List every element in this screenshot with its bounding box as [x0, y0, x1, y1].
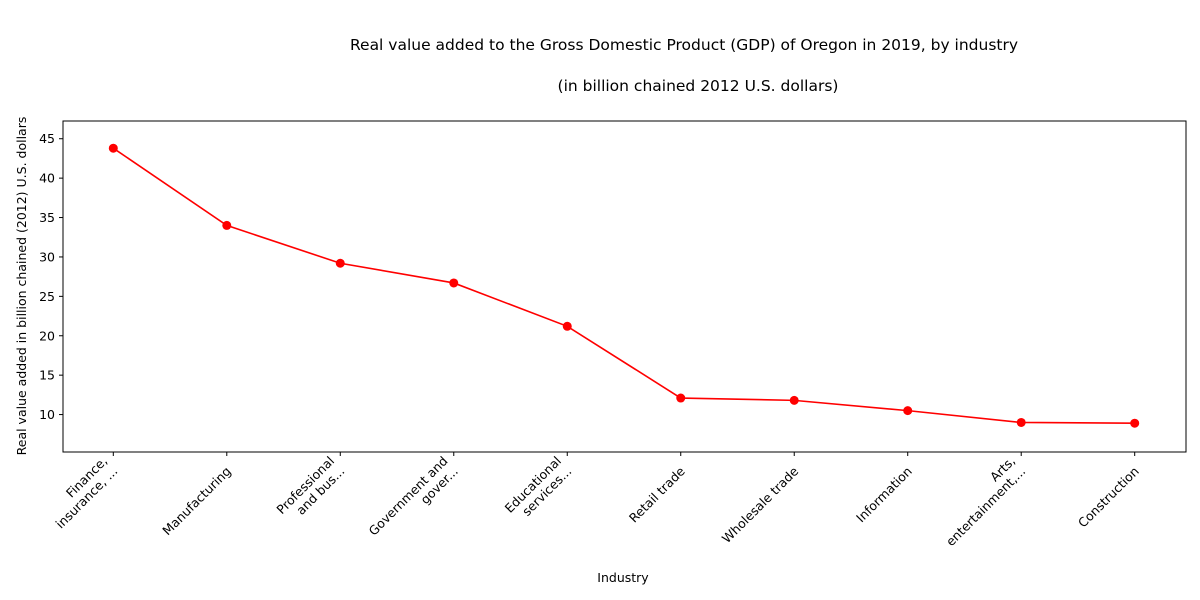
chart-title: Real value added to the Gross Domestic P…: [350, 36, 1018, 54]
data-point: [676, 393, 686, 403]
data-point: [335, 258, 345, 268]
x-tick-label: Arts,entertainment,...: [933, 453, 1029, 549]
x-tick-label: Manufacturing: [159, 464, 234, 539]
chart-subtitle: (in billion chained 2012 U.S. dollars): [558, 77, 839, 95]
data-point: [449, 278, 459, 288]
x-tick-label-line: Manufacturing: [159, 464, 234, 539]
x-tick-label-line: Wholesale trade: [719, 463, 802, 546]
x-tick-label: Information: [853, 464, 915, 526]
data-point: [1016, 417, 1026, 427]
y-tick-label: 45: [39, 131, 55, 146]
data-point: [222, 220, 232, 230]
y-tick-label: 20: [39, 328, 55, 343]
y-tick-label: 35: [39, 210, 55, 225]
y-tick-label: 25: [39, 289, 55, 304]
x-tick-label-line: Information: [853, 464, 915, 526]
x-axis: Finance,insurance, ... Manufacturing Profe…: [42, 452, 1142, 549]
plot-area: [62, 120, 1187, 453]
series-layer: [108, 143, 1140, 428]
data-point: [562, 321, 572, 331]
data-point: [789, 395, 799, 405]
x-tick-label: Finance,insurance, ...: [42, 453, 120, 531]
y-tick-label: 15: [39, 368, 55, 383]
data-point: [1130, 418, 1140, 428]
x-tick-label: Wholesale trade: [719, 463, 802, 546]
x-tick-label-line: entertainment,...: [943, 464, 1028, 549]
y-tick-label: 40: [39, 171, 55, 186]
x-tick-label: Educationalservices...: [502, 453, 575, 526]
x-tick-label-line: Construction: [1075, 464, 1142, 531]
y-axis-title: Real value added in billion chained (201…: [14, 117, 29, 456]
data-point: [903, 406, 913, 416]
x-tick-label: Construction: [1075, 464, 1142, 531]
y-axis: 10 15 20 25 30 35 40 45: [39, 131, 63, 422]
series-line: [112, 147, 1135, 425]
data-point: [108, 143, 118, 153]
x-tick-label-line: Retail trade: [626, 463, 688, 525]
x-tick-label: Government andgover...: [365, 453, 460, 548]
x-tick-label: Professionaland bus...: [273, 453, 347, 527]
y-tick-label: 30: [39, 249, 55, 264]
x-tick-label: Retail trade: [626, 463, 688, 525]
y-tick-label: 10: [39, 407, 55, 422]
x-axis-title: Industry: [597, 570, 649, 585]
